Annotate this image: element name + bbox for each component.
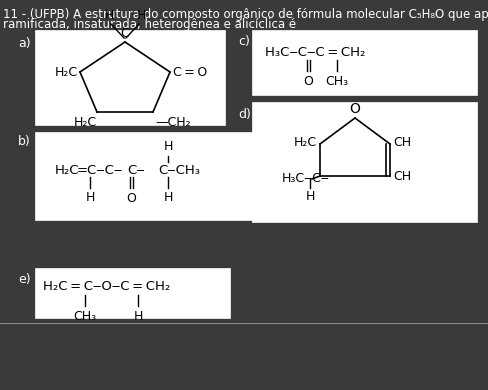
- Text: O: O: [303, 75, 312, 88]
- Text: H₂C: H₂C: [74, 116, 97, 129]
- Text: c): c): [238, 35, 249, 48]
- Text: e): e): [18, 273, 31, 286]
- Text: CH₃: CH₃: [325, 75, 348, 88]
- Text: H: H: [163, 191, 172, 204]
- Bar: [35, 132, 264, 220]
- Text: ramificada, insaturada, heterogênea e alicíclica é: ramificada, insaturada, heterogênea e al…: [3, 18, 296, 31]
- Text: b): b): [18, 135, 31, 148]
- Text: CH: CH: [392, 170, 410, 183]
- Text: C: C: [121, 27, 129, 40]
- Text: O: O: [349, 102, 360, 116]
- Text: a): a): [18, 37, 31, 50]
- Text: —CH₂: —CH₂: [155, 116, 190, 129]
- Text: H: H: [136, 9, 145, 22]
- Text: O: O: [126, 192, 136, 205]
- Text: 11 - (UFPB) A estrutura do composto orgânico de fórmula molecular C₅H₈O que apre: 11 - (UFPB) A estrutura do composto orgâ…: [3, 8, 488, 21]
- Text: H₂C: H₂C: [55, 66, 78, 78]
- Text: CH: CH: [392, 136, 410, 149]
- Text: C = O: C = O: [173, 66, 207, 78]
- Text: H: H: [133, 310, 142, 323]
- Text: H₂C = C‒O‒C = CH₂: H₂C = C‒O‒C = CH₂: [43, 280, 170, 294]
- Text: H₃C‒C‒C = CH₂: H₃C‒C‒C = CH₂: [264, 46, 365, 58]
- Bar: [35, 30, 224, 125]
- Text: d): d): [238, 108, 250, 121]
- Bar: [35, 268, 229, 318]
- Text: C‒: C‒: [127, 163, 144, 177]
- Text: H: H: [85, 191, 95, 204]
- Text: H: H: [305, 190, 314, 203]
- Text: =C‒C‒: =C‒C‒: [77, 163, 123, 177]
- Text: H₃C‒C‒: H₃C‒C‒: [282, 172, 329, 186]
- Bar: [251, 30, 476, 95]
- Bar: [251, 102, 476, 222]
- Text: CH₃: CH₃: [73, 310, 96, 323]
- Text: H: H: [163, 140, 172, 153]
- Text: C‒CH₃: C‒CH₃: [158, 163, 200, 177]
- Text: H: H: [104, 9, 113, 22]
- Text: H₂C: H₂C: [55, 163, 80, 177]
- Text: H₂C: H₂C: [293, 136, 316, 149]
